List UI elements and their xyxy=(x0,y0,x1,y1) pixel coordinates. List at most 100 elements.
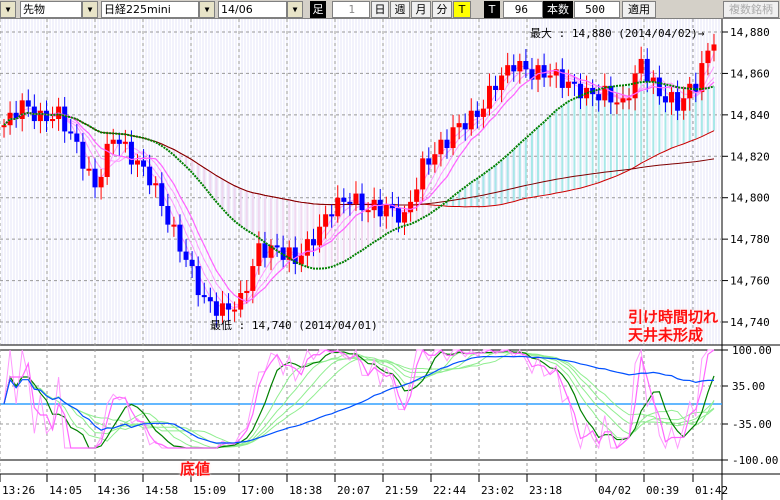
time-label: 23:18 xyxy=(529,484,562,497)
candle-up xyxy=(238,293,244,310)
bars-label: 本数 xyxy=(543,1,573,18)
candle-up xyxy=(711,44,717,51)
candle-up xyxy=(268,245,274,258)
candle-up xyxy=(468,110,474,130)
candle-up xyxy=(383,203,389,217)
time-label: 20:07 xyxy=(337,484,370,497)
candle-down xyxy=(359,193,365,211)
candle-up xyxy=(298,255,304,264)
bars-spinner[interactable]: 500 xyxy=(574,1,620,18)
candle-down xyxy=(541,65,547,78)
candle-up xyxy=(286,247,292,260)
candle-up xyxy=(602,85,608,101)
week-button[interactable]: 週 xyxy=(390,1,410,18)
candle-down xyxy=(207,297,213,302)
price-tick-label: 14,840 xyxy=(730,109,770,122)
day-button[interactable]: 日 xyxy=(371,1,389,18)
candle-down xyxy=(80,141,86,169)
tick-button[interactable]: T xyxy=(453,1,471,18)
osc-tick-label: -100.00 xyxy=(732,454,778,467)
osc-green-light-line xyxy=(3,351,715,449)
candle-down xyxy=(68,131,74,134)
candle-up xyxy=(499,75,505,90)
price-tick-label: 14,820 xyxy=(730,150,770,163)
candle-down xyxy=(675,92,681,111)
symbol-select-dropdown[interactable]: ▼ xyxy=(199,1,215,18)
candle-up xyxy=(122,141,128,144)
time-label: 14:58 xyxy=(145,484,178,497)
candle-up xyxy=(517,61,523,72)
candle-down xyxy=(577,83,583,99)
candle-down xyxy=(141,160,147,167)
candle-down xyxy=(377,199,383,217)
candle-down xyxy=(43,110,49,122)
candle-up xyxy=(250,266,256,291)
chevron-down-icon[interactable]: ▼ xyxy=(0,1,16,18)
osc-tick-label: -35.00 xyxy=(732,418,772,431)
time-label: 14:05 xyxy=(49,484,82,497)
multi-symbol-button[interactable]: 複数銘柄 xyxy=(723,1,779,18)
candle-up xyxy=(535,65,541,80)
min-label: 最低 : 14,740 (2014/04/01) xyxy=(210,319,378,332)
ashi-label: 足 xyxy=(310,1,326,18)
max-label: 最大 : 14,880 (2014/04/02)→ xyxy=(530,27,705,40)
candle-down xyxy=(693,83,699,93)
toolbar: ▼ 先物 ▼ 日経225mini ▼ 14/06 ▼ 足 1 日 週 月 分 T… xyxy=(0,0,780,19)
candle-up xyxy=(110,139,116,144)
candle-down xyxy=(92,168,98,188)
candle-down xyxy=(644,58,650,82)
candle-down xyxy=(116,139,122,144)
candle-up xyxy=(86,168,92,171)
symbol-select[interactable]: 日経225mini xyxy=(101,1,199,18)
candle-up xyxy=(650,77,656,82)
candle-up xyxy=(365,210,371,213)
type-select[interactable]: 先物 xyxy=(20,1,82,18)
candle-up xyxy=(699,63,705,93)
minute-button[interactable]: 分 xyxy=(432,1,452,18)
t-spinner[interactable]: 96 xyxy=(503,1,543,18)
candle-down xyxy=(529,69,535,80)
candle-up xyxy=(681,98,687,111)
osc-blue-line xyxy=(3,355,714,444)
osc-green-line xyxy=(3,350,715,449)
t-label: T xyxy=(484,1,500,18)
time-label: 18:38 xyxy=(289,484,322,497)
candle-down xyxy=(341,197,347,202)
candle-down xyxy=(262,243,268,258)
candle-up xyxy=(171,224,177,227)
annotation-line1: 引け時間切れ xyxy=(628,308,719,326)
contract-select-dropdown[interactable]: ▼ xyxy=(287,1,303,18)
candle-down xyxy=(511,65,517,72)
time-label: 14:36 xyxy=(97,484,130,497)
apply-button[interactable]: 適用 xyxy=(622,1,656,18)
price-tick-label: 14,760 xyxy=(730,275,770,288)
contract-select[interactable]: 14/06 xyxy=(218,1,287,18)
type-select-dropdown[interactable]: ▼ xyxy=(82,1,98,18)
candle-down xyxy=(571,81,577,84)
candle-up xyxy=(705,50,711,64)
candle-up xyxy=(50,119,56,122)
candle-down xyxy=(596,94,602,101)
candle-down xyxy=(165,206,171,225)
candle-up xyxy=(432,154,438,165)
candle-down xyxy=(147,166,153,186)
time-label: 22:44 xyxy=(433,484,466,497)
osc-tick-label: 100.00 xyxy=(732,344,772,357)
period-spinner[interactable]: 1 xyxy=(332,1,370,18)
chart-area[interactable]: 14,880 14,860 14,840 14,820 14,800 14,780 14,7… xyxy=(0,19,780,500)
ma-short-line xyxy=(3,52,715,311)
candle-up xyxy=(232,309,238,312)
candle-up xyxy=(37,110,43,122)
candle-down xyxy=(128,141,134,165)
osc-green-light-line xyxy=(3,351,715,448)
candle-down xyxy=(444,139,450,148)
candle-down xyxy=(389,203,395,209)
candle-up xyxy=(620,98,626,103)
candle-up xyxy=(438,139,444,155)
candle-up xyxy=(614,102,620,105)
candle-up xyxy=(553,69,559,76)
price-tick-label: 14,780 xyxy=(730,233,770,246)
month-button[interactable]: 月 xyxy=(411,1,431,18)
candle-down xyxy=(201,295,207,298)
candle-up xyxy=(219,303,225,316)
